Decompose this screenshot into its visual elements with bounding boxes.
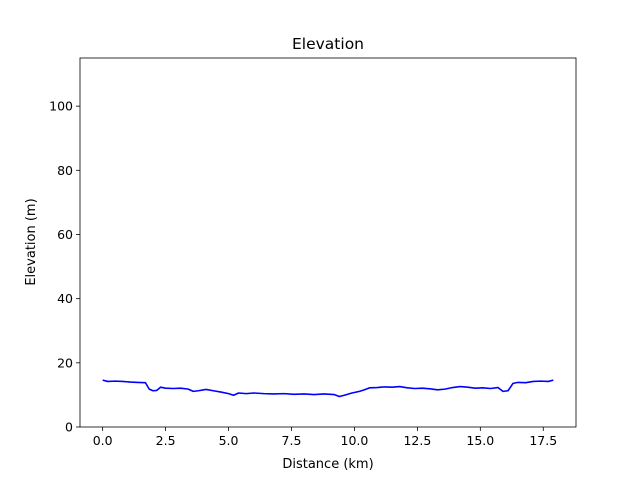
x-axis-label: Distance (km) [282, 457, 373, 472]
x-tick-label: 0.0 [93, 433, 113, 448]
x-tick-label: 7.5 [282, 433, 302, 448]
y-tick-label: 20 [57, 355, 73, 370]
y-tick-label: 100 [49, 99, 73, 114]
y-tick-label: 80 [57, 163, 73, 178]
series-line-0 [102, 379, 554, 398]
x-tick-label: 17.5 [529, 433, 557, 448]
plot-area: 0.0 2.5 5.0 7.5 10.0 12.5 15.0 17.5 0 20 40 60 80 100 [49, 57, 577, 448]
y-tick-label: 40 [57, 291, 73, 306]
x-tick-label: 12.5 [403, 433, 431, 448]
x-tick-label: 2.5 [156, 433, 176, 448]
chart-title: Elevation [292, 35, 364, 53]
x-tick-label: 5.0 [219, 433, 239, 448]
y-tick-label: 60 [57, 227, 73, 242]
x-tick-label: 15.0 [466, 433, 494, 448]
y-tick-label: 0 [65, 420, 73, 435]
plot-frame [79, 57, 577, 428]
y-axis-label: Elevation (m) [24, 198, 39, 285]
x-tick-label: 10.0 [341, 433, 369, 448]
